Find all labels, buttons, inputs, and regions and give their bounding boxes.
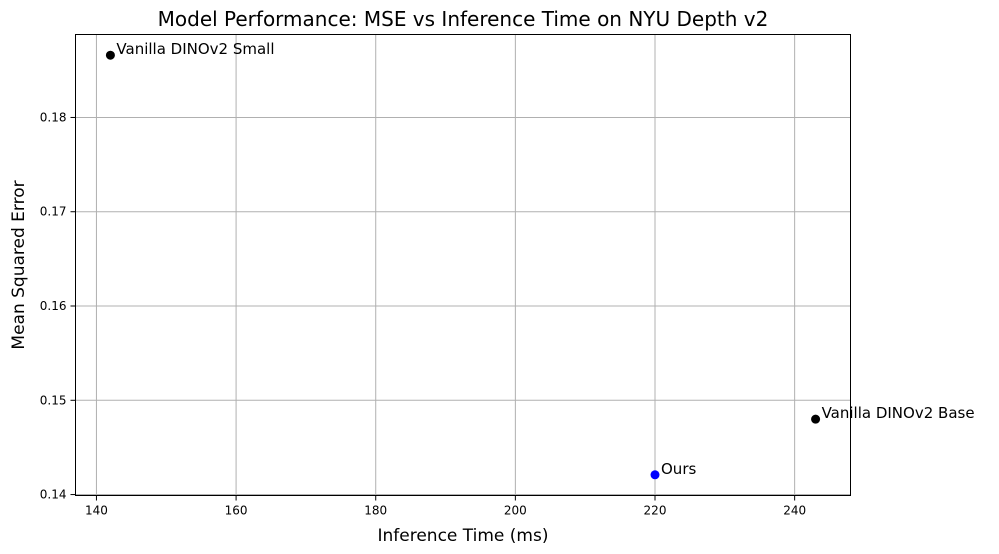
x-tick-label: 140 xyxy=(85,504,108,518)
x-axis-label: Inference Time (ms) xyxy=(378,526,549,546)
x-tick-label: 200 xyxy=(504,504,527,518)
y-tick-label: 0.14 xyxy=(40,488,67,502)
points-layer: Vanilla DINOv2 Small Vanilla DINOv2 Base O… xyxy=(105,40,975,480)
y-tick-label: 0.16 xyxy=(40,299,67,313)
grid-layer xyxy=(75,34,851,496)
x-tick-label: 160 xyxy=(225,504,248,518)
y-tick-label: 0.17 xyxy=(40,205,67,219)
x-tick-label: 180 xyxy=(364,504,387,518)
ticks-layer: 140 160 180 200 220 240 0.14 0.15 0.16 0.17 0.18 xyxy=(40,110,806,517)
point-label: Ours xyxy=(661,460,696,478)
point-label: Vanilla DINOv2 Base xyxy=(822,404,975,422)
data-point xyxy=(105,50,115,60)
y-axis-label: Mean Squared Error xyxy=(9,180,29,349)
x-tick-label: 240 xyxy=(783,504,806,518)
data-point xyxy=(811,414,821,424)
y-tick-label: 0.18 xyxy=(40,110,67,124)
x-tick-label: 220 xyxy=(644,504,667,518)
plot-frame xyxy=(75,34,851,496)
chart-title: Model Performance: MSE vs Inference Time… xyxy=(158,7,769,31)
point-label: Vanilla DINOv2 Small xyxy=(116,40,274,58)
data-point xyxy=(650,470,660,480)
y-tick-label: 0.15 xyxy=(40,393,67,407)
